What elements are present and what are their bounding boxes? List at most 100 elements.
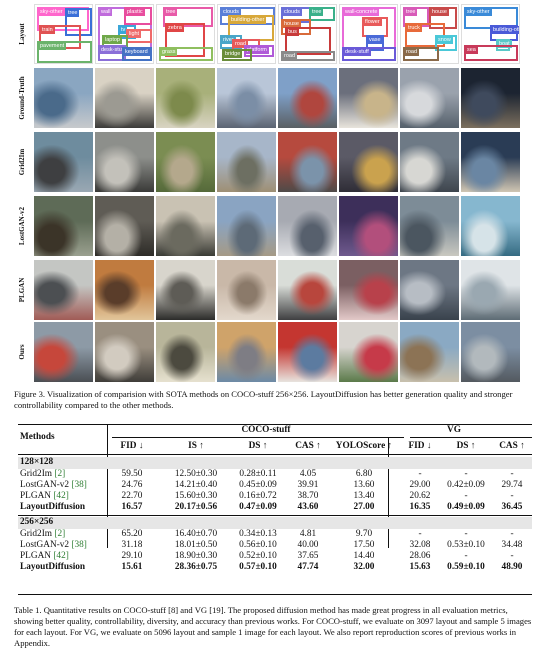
citation-link[interactable]: [38] (71, 480, 87, 490)
table-cell: 12.50±0.30 (174, 469, 218, 479)
table-cell: 0.49±0.09 (447, 502, 485, 512)
table-cell: 20.62 (409, 491, 431, 501)
citation-link[interactable]: [38] (71, 540, 87, 550)
table-cell: 39.91 (297, 480, 319, 490)
image-thumbnail (217, 196, 276, 256)
layout-tag: clouds (221, 8, 241, 16)
table-cell: 4.81 (299, 529, 317, 539)
image-thumbnail (156, 196, 215, 256)
image-thumbnail (95, 68, 154, 128)
table-cell: 0.56±0.10 (239, 540, 277, 550)
section-band (18, 517, 532, 529)
table-cell: 34.48 (501, 540, 523, 550)
table-cell: 0.59±0.10 (447, 562, 485, 572)
table-cell: 20.17±0.56 (174, 502, 218, 512)
image-thumbnail (156, 322, 215, 382)
layout-tag: pavement (38, 42, 67, 50)
table-cell: 24.76 (121, 480, 143, 490)
layout-tag: road (282, 52, 298, 60)
column-header: FID ↓ (408, 441, 432, 451)
photo-placeholder (217, 68, 276, 128)
figure-row: Grid2Im (12, 132, 532, 192)
photo-placeholder (34, 132, 93, 192)
image-thumbnail (461, 68, 520, 128)
table-top-rule (18, 424, 532, 426)
method-name: PLGAN [42] (20, 491, 69, 501)
citation-link[interactable]: [42] (53, 491, 69, 501)
column-header: CAS ↑ (295, 441, 321, 451)
column-header: DS ↑ (248, 441, 268, 451)
table-cell: 47.74 (297, 562, 319, 572)
figure-row: Ground-Truth (12, 68, 532, 128)
photo-placeholder (95, 322, 154, 382)
table-cell: 0.28±0.11 (239, 469, 277, 479)
method-name: LostGAN-v2 [38] (20, 480, 87, 490)
layout-tag: zebra (166, 24, 184, 32)
image-thumbnail (400, 196, 459, 256)
layout-panel: tree zebra grass (156, 4, 215, 64)
image-thumbnail (400, 68, 459, 128)
table-cell: 36.45 (501, 502, 523, 512)
image-thumbnail (278, 132, 337, 192)
method-name: LayoutDiffusion (20, 562, 86, 572)
layout-panel: clouds building-other river road platform bri… (217, 4, 276, 64)
layout-tag: tree (164, 8, 178, 16)
methods-header: Methods (20, 432, 55, 442)
image-thumbnail (461, 132, 520, 192)
layout-tag: boat (497, 40, 512, 48)
row-label: Ours (18, 344, 26, 360)
row-label: Grid2Im (18, 148, 26, 176)
row-label: Layout (18, 23, 26, 45)
image-thumbnail (156, 260, 215, 320)
citation-link[interactable]: [42] (53, 551, 69, 561)
photo-placeholder (278, 132, 337, 192)
table-cell: 0.47±0.09 (239, 502, 277, 512)
column-header: FID ↓ (120, 441, 144, 451)
photo-placeholder (217, 196, 276, 256)
layout-tag: vase (367, 36, 383, 44)
table-cell: 0.45±0.09 (239, 480, 277, 490)
image-thumbnail (400, 260, 459, 320)
photo-placeholder (156, 132, 215, 192)
photo-placeholder (400, 322, 459, 382)
figure-row: PLGAN (12, 260, 532, 320)
table-cell: - (464, 469, 468, 479)
image-thumbnail (400, 132, 459, 192)
table-cell: - (464, 529, 468, 539)
photo-placeholder (95, 132, 154, 192)
image-thumbnail (34, 196, 93, 256)
photo-placeholder (400, 260, 459, 320)
method-name: LostGAN-v2 [38] (20, 540, 87, 550)
image-thumbnail (34, 322, 93, 382)
layout-tag: tree (404, 8, 418, 16)
photo-placeholder (339, 132, 398, 192)
table-caption: Table 1. Quantitative results on COCO-st… (14, 605, 532, 648)
layout-tag: tree (310, 8, 324, 16)
citation-link[interactable]: [2] (54, 529, 66, 539)
photo-placeholder (400, 68, 459, 128)
column-header: DS ↑ (456, 441, 476, 451)
photo-placeholder (95, 68, 154, 128)
layout-tag: laptop (103, 36, 122, 44)
photo-placeholder (34, 322, 93, 382)
section-title: 128×128 (20, 457, 54, 467)
table-cell: 9.70 (355, 529, 373, 539)
table-cell: 0.52±0.10 (239, 551, 277, 561)
citation-link[interactable]: [2] (54, 469, 66, 479)
image-thumbnail (278, 196, 337, 256)
layout-tag: flower (363, 18, 382, 26)
image-thumbnail (278, 260, 337, 320)
image-thumbnail (217, 322, 276, 382)
table-cell: 16.35 (409, 502, 431, 512)
section-band (18, 457, 532, 469)
row-label: LostGAN-v2 (18, 206, 26, 246)
table-cell: 28.06 (409, 551, 431, 561)
image-thumbnail (461, 196, 520, 256)
photo-placeholder (461, 132, 520, 192)
layout-box (165, 23, 205, 57)
table-cell: - (464, 491, 468, 501)
table-cell: 0.53±0.10 (447, 540, 485, 550)
table-cell: 0.57±0.10 (239, 562, 277, 572)
vg-underline (410, 437, 532, 438)
table-cell: 4.05 (299, 469, 317, 479)
